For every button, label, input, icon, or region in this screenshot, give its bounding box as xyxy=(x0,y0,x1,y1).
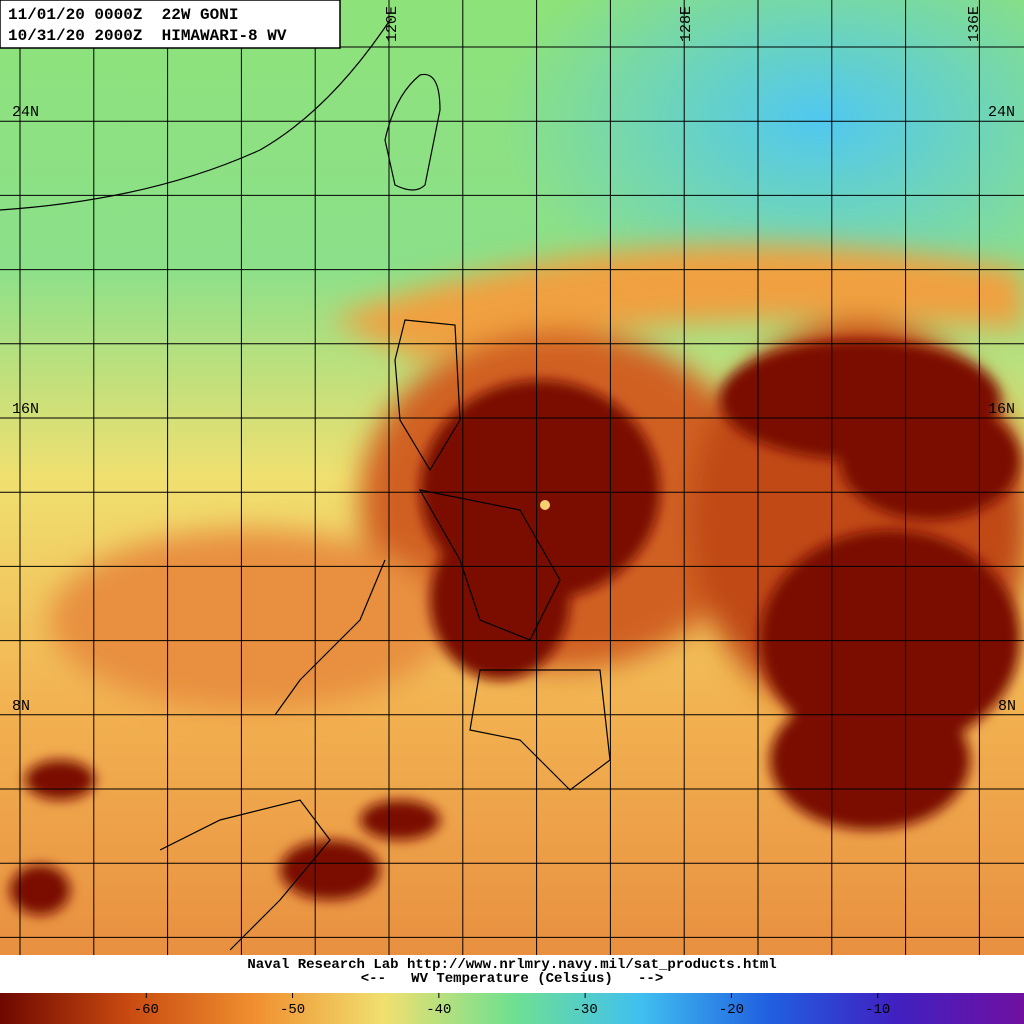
colorbar-label: -30 xyxy=(573,1002,598,1018)
colorbar: -60 -50 -40 -30 -20 -10 xyxy=(0,993,1024,1024)
header-line: 11/01/20 0000Z 22W GONI xyxy=(8,6,238,24)
lon-label: 120E xyxy=(384,6,401,42)
lat-label: 24N xyxy=(988,104,1015,121)
lon-label: 136E xyxy=(966,6,983,42)
colorbar-label: -20 xyxy=(719,1002,744,1018)
lat-label: 16N xyxy=(988,401,1015,418)
lat-label: 8N xyxy=(12,698,30,715)
lat-label: 8N xyxy=(998,698,1016,715)
lon-label: 128E xyxy=(678,6,695,42)
credit: Naval Research Lab http://www.nrlmry.nav… xyxy=(247,957,776,973)
header-line: 10/31/20 2000Z HIMAWARI-8 WV xyxy=(8,27,287,45)
footer: Naval Research Lab http://www.nrlmry.nav… xyxy=(0,955,1024,993)
lon-labels: 120E 128E 136E xyxy=(384,6,983,42)
lat-label: 16N xyxy=(12,401,39,418)
colorbar-bar xyxy=(0,993,1024,1024)
header-box: 11/01/20 0000Z 22W GONI 10/31/20 2000Z H… xyxy=(0,0,341,49)
lat-lon-grid xyxy=(0,0,1024,955)
colorbar-label: -40 xyxy=(426,1002,451,1018)
imagery xyxy=(0,0,1024,955)
colorbar-label: -50 xyxy=(280,1002,305,1018)
colorbar-label: -10 xyxy=(865,1002,890,1018)
lat-label: 24N xyxy=(12,104,39,121)
lat-labels: 24N 24N 16N 16N 8N 8N xyxy=(12,104,1016,715)
scale-title: <-- WV Temperature (Celsius) --> xyxy=(361,971,663,987)
colorbar-label: -60 xyxy=(134,1002,159,1018)
